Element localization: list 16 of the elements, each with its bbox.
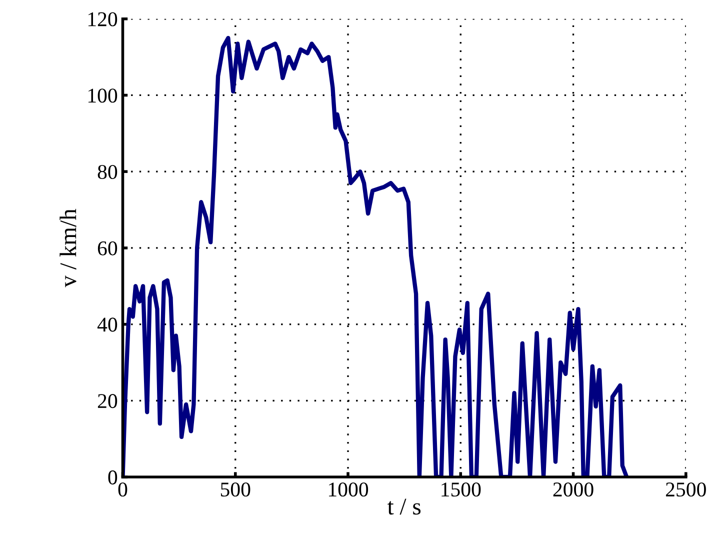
x-tick-label: 2000 <box>553 482 594 497</box>
x-tick-label: 1000 <box>329 482 368 497</box>
y-tick-label: 20 <box>98 394 118 408</box>
y-tick-label: 100 <box>88 88 118 103</box>
x-tick-label: 500 <box>220 482 250 497</box>
y-axis-title: v / km/h <box>60 208 76 288</box>
y-tick-label: 120 <box>88 12 118 26</box>
x-tick-label: 0 <box>118 482 128 497</box>
x-axis-title: t / s <box>387 498 421 515</box>
line-series <box>122 36 629 478</box>
y-tick-label: 60 <box>98 241 118 256</box>
x-tick-label: 1500 <box>442 482 481 497</box>
y-tick-label: 40 <box>97 318 118 332</box>
y-tick-label: 0 <box>108 470 118 484</box>
x-tick-label: 2500 <box>666 482 706 497</box>
y-tick-label: 80 <box>98 164 118 180</box>
